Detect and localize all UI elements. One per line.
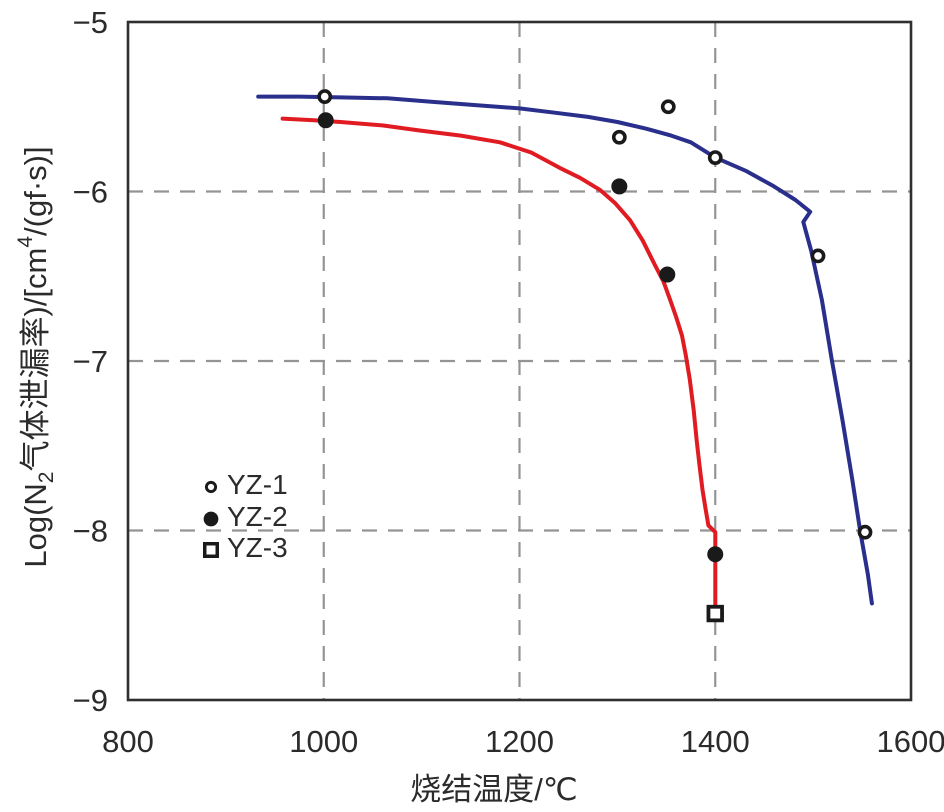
x-tick-1400: 1400: [681, 724, 750, 759]
y-tick--5: −5: [73, 5, 108, 40]
x-tick-1000: 1000: [289, 724, 358, 759]
legend-label-yz-3: YZ-3: [227, 532, 288, 563]
tick-labels: 800 1000 1200 1400 1600 −5 −6 −7 −8 −9: [73, 5, 944, 759]
point-yz-1-0: [317, 89, 333, 104]
legend-marker-yz-1: [204, 480, 218, 494]
x-axis-title: 烧结温度/℃: [410, 772, 577, 807]
legend: YZ-1YZ-2YZ-3: [202, 469, 288, 563]
point-yz-2-3: [707, 546, 724, 563]
y-axis-title-part: 4: [14, 236, 37, 248]
data-points: [317, 89, 873, 623]
y-tick--6: −6: [73, 175, 108, 210]
legend-label-yz-2: YZ-2: [227, 501, 288, 532]
x-tick-1200: 1200: [485, 724, 554, 759]
legend-item-yz-3: YZ-3: [202, 532, 288, 563]
gridlines: [128, 22, 911, 700]
legend-marker-yz-2: [203, 511, 219, 527]
y-axis-title-part: 2: [35, 472, 58, 484]
legend-item-yz-2: YZ-2: [203, 501, 288, 532]
y-axis-title: Log(N2气体泄漏率)/[cm4/(gf·s)]: [14, 146, 58, 567]
point-yz-1-3: [707, 150, 723, 165]
y-tick--9: −9: [73, 683, 108, 718]
point-yz-2-1: [611, 178, 628, 195]
fit-curves: [256, 94, 874, 608]
y-tick--8: −8: [73, 514, 108, 549]
point-yz-1-5: [857, 524, 873, 540]
point-yz-2-0: [317, 112, 334, 129]
legend-item-yz-1: YZ-1: [204, 469, 288, 500]
axis-frame: [126, 20, 913, 702]
curve-yz-2-fit: [280, 116, 718, 608]
y-axis-title-part: Log(N: [18, 483, 53, 567]
point-yz-1-2: [660, 99, 676, 115]
y-axis-title-part: /(gf·s)]: [18, 146, 53, 236]
legend-marker-yz-3: [202, 541, 220, 559]
point-yz-1-1: [611, 129, 627, 145]
x-tick-800: 800: [102, 724, 154, 759]
point-yz-1-4: [810, 248, 826, 264]
point-yz-3-0: [706, 604, 724, 623]
x-tick-1600: 1600: [877, 724, 944, 759]
legend-label-yz-1: YZ-1: [227, 469, 288, 500]
y-tick--7: −7: [73, 344, 108, 379]
plot-frame: [126, 20, 913, 702]
y-axis-title-part: 气体泄漏率)/[cm: [18, 248, 53, 472]
point-yz-2-2: [659, 266, 676, 283]
